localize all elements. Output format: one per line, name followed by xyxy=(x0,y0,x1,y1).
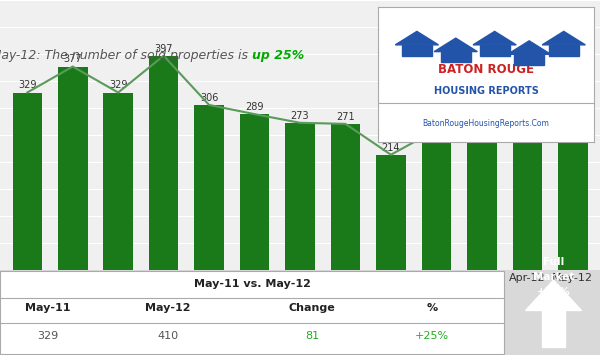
Text: up 25%: up 25% xyxy=(252,49,304,61)
Text: 410: 410 xyxy=(563,37,582,47)
Text: 273: 273 xyxy=(290,111,310,121)
Bar xyxy=(13,93,42,271)
Polygon shape xyxy=(395,31,439,45)
Bar xyxy=(376,155,406,271)
Text: May-11 vs. May-12: The number of sold properties is: May-11 vs. May-12: The number of sold pr… xyxy=(0,49,252,61)
Bar xyxy=(149,56,178,271)
Polygon shape xyxy=(526,280,581,311)
Bar xyxy=(479,45,510,56)
Bar xyxy=(402,45,432,56)
Bar xyxy=(240,114,269,271)
Polygon shape xyxy=(542,306,565,347)
Text: BatonRougeHousingReports.Com: BatonRougeHousingReports.Com xyxy=(422,119,550,127)
Text: BATON ROUGE: BATON ROUGE xyxy=(438,62,534,76)
Text: 271: 271 xyxy=(336,112,355,122)
Text: 329: 329 xyxy=(37,331,59,342)
Bar xyxy=(514,54,544,65)
Text: HOUSING REPORTS: HOUSING REPORTS xyxy=(434,86,538,96)
Text: 214: 214 xyxy=(382,143,400,153)
Text: 397: 397 xyxy=(154,44,173,54)
Bar xyxy=(194,105,224,271)
FancyBboxPatch shape xyxy=(0,271,504,354)
Text: May-11: May-11 xyxy=(25,302,71,313)
Text: 367: 367 xyxy=(473,60,491,70)
Text: Market: Market xyxy=(533,272,574,282)
Bar xyxy=(558,49,587,271)
Polygon shape xyxy=(542,31,586,45)
Text: 348: 348 xyxy=(518,70,536,80)
Text: 410: 410 xyxy=(157,331,179,342)
Text: 260: 260 xyxy=(427,118,446,128)
Bar xyxy=(58,66,88,271)
Polygon shape xyxy=(434,38,478,51)
Bar xyxy=(422,130,451,271)
Text: 377: 377 xyxy=(64,54,82,64)
Bar xyxy=(331,124,360,271)
Text: %: % xyxy=(427,302,437,313)
Text: 329: 329 xyxy=(109,80,127,90)
Bar xyxy=(103,93,133,271)
Bar xyxy=(548,45,579,56)
Bar xyxy=(285,123,315,271)
Text: 289: 289 xyxy=(245,102,264,112)
Polygon shape xyxy=(508,41,551,54)
Text: +25%: +25% xyxy=(415,331,449,342)
Text: Change: Change xyxy=(289,302,335,313)
Polygon shape xyxy=(473,31,516,45)
Text: +25%: +25% xyxy=(536,287,571,297)
Bar xyxy=(512,82,542,271)
Text: 81: 81 xyxy=(305,331,319,342)
Text: May-11 vs. May-12: May-11 vs. May-12 xyxy=(194,279,310,289)
Bar xyxy=(440,51,471,62)
Text: Full: Full xyxy=(543,257,564,267)
Bar xyxy=(467,72,497,271)
Text: May-12: May-12 xyxy=(145,302,191,313)
Text: 306: 306 xyxy=(200,93,218,103)
Text: 329: 329 xyxy=(18,80,37,90)
